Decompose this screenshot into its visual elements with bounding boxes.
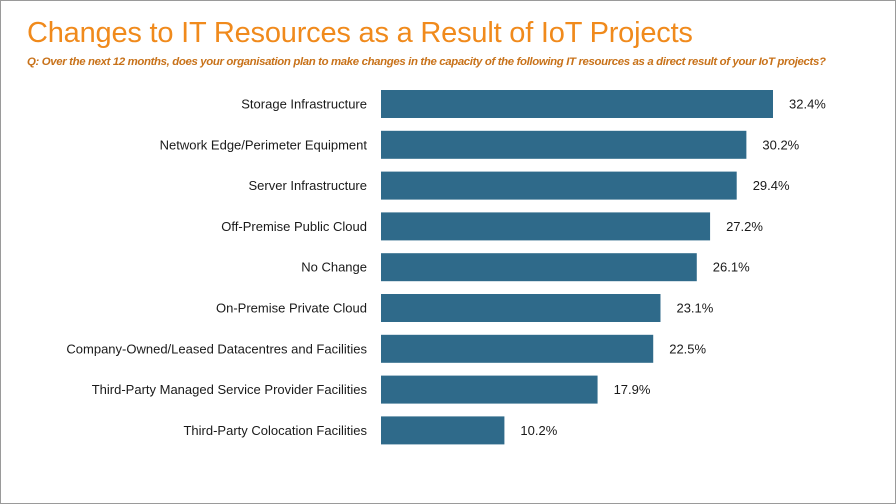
value-label-6: 23.1% [676,301,713,316]
value-label-9: 10.2% [520,423,557,438]
value-label-8: 17.9% [614,382,651,397]
category-label-9: Third-Party Colocation Facilities [183,423,367,438]
category-label-5: No Change [301,260,367,275]
bar-2 [381,130,747,159]
value-label-7: 22.5% [669,341,706,356]
category-label-6: On-Premise Private Cloud [216,301,367,316]
category-label-2: Network Edge/Perimeter Equipment [160,137,368,152]
bar-5 [381,253,697,282]
category-label-7: Company-Owned/Leased Datacentres and Fac… [66,341,367,356]
value-label-3: 29.4% [753,178,790,193]
bar-1 [381,90,773,118]
bar-4 [381,212,711,241]
chart-title: Changes to IT Resources as a Result of I… [27,17,693,49]
chart-subtitle: Q: Over the next 12 months, does your or… [27,56,826,68]
value-label-2: 30.2% [762,137,799,152]
bar-6 [381,294,661,322]
category-label-8: Third-Party Managed Service Provider Fac… [92,382,368,397]
value-label-5: 26.1% [713,260,750,275]
category-label-3: Server Infrastructure [249,178,368,193]
bar-8 [381,375,598,404]
value-label-1: 32.4% [789,97,826,112]
value-label-4: 27.2% [726,219,763,234]
bar-9 [381,416,505,445]
bar-3 [381,171,737,200]
category-label-1: Storage Infrastructure [241,97,367,112]
category-label-4: Off-Premise Public Cloud [221,219,367,234]
bar-7 [381,334,654,363]
